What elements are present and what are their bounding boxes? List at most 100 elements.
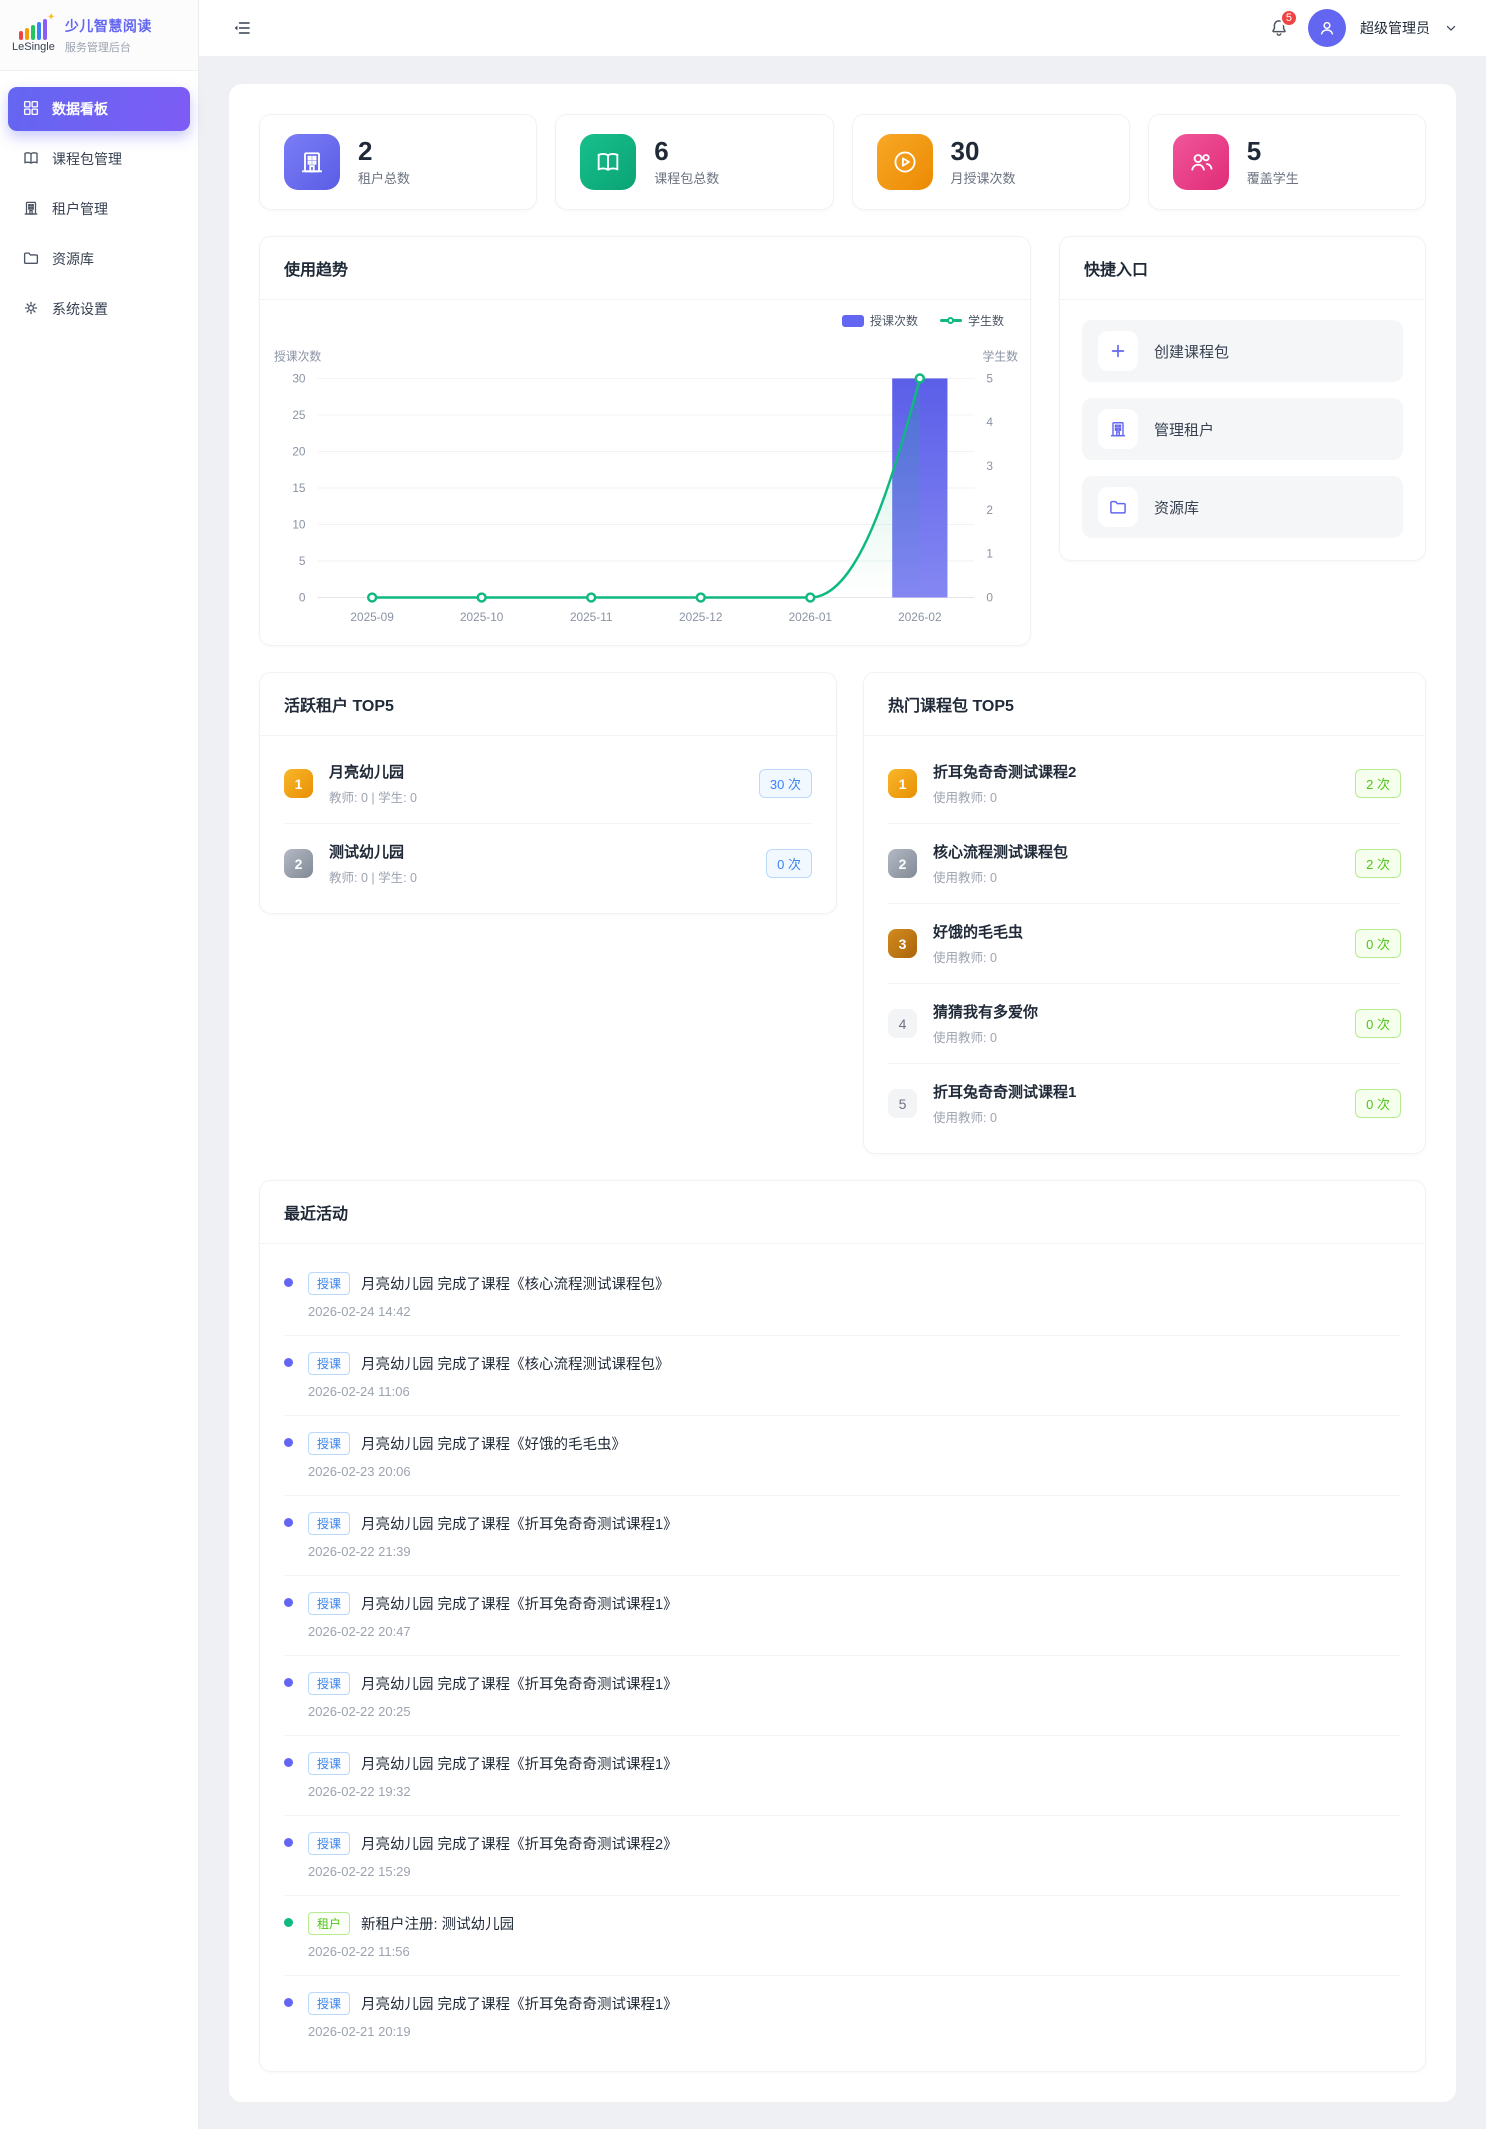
sidebar-item-dashboard[interactable]: 数据看板 [8,87,190,131]
activity-dot-icon [284,1278,293,1288]
row-trend-quick: 使用趋势 授课次数 学生数 0 5 10 15 20 25 30 0 1 2 3 4 5 授课次数 学生数 2… [259,236,1426,647]
sidebar-item-label: 租户管理 [52,201,108,217]
menu-fold-icon [234,22,250,34]
activity-tag: 授课 [308,1672,351,1696]
activity-tag: 授课 [308,1512,351,1536]
sidebar-item-resources[interactable]: 资源库 [8,237,190,281]
course-sub: 使用教师: 0 [933,951,997,966]
activity-time: 2026-02-24 14:42 [308,1304,411,1320]
activity-row: 授课 月亮幼儿园 完成了课程《折耳兔奇奇测试课程2》 2026-02-22 15:2… [284,1816,1401,1897]
dashboard-panel: 2 租户总数 6 课程包总数 30 月授课次数 [228,83,1457,2104]
stat-label: 租户总数 [358,171,411,187]
user-menu-chevron[interactable] [1444,21,1458,35]
course-row[interactable]: 5 折耳兔奇奇测试课程1 使用教师: 0 0 次 [888,1064,1401,1143]
quick-manage-tenants-button[interactable]: 管理租户 [1082,398,1403,460]
section-title: 快捷入口 [1060,237,1425,300]
stat-label: 月授课次数 [950,171,1016,187]
activity-text: 月亮幼儿园 完成了课程《核心流程测试课程包》 [361,1277,670,1294]
stat-label: 覆盖学生 [1246,171,1299,187]
section-title: 活跃租户 TOP5 [260,673,836,737]
svg-text:5: 5 [299,554,306,568]
activity-row: 授课 月亮幼儿园 完成了课程《核心流程测试课程包》 2026-02-24 14:42 [284,1256,1401,1337]
legend-item-bar[interactable]: 授课次数 [841,312,918,329]
activity-dot-icon [284,1998,293,2008]
rank-badge: 2 [284,849,313,879]
svg-text:授课次数: 授课次数 [274,350,321,364]
svg-text:2026-01: 2026-01 [789,610,832,624]
topbar-right: 5 超级管理员 [1264,9,1458,47]
tenant-sub: 教师: 0 | 学生: 0 [329,871,417,886]
activity-dot-icon [284,1598,293,1608]
activity-tag: 授课 [308,1592,351,1616]
activity-text: 月亮幼儿园 完成了课程《折耳兔奇奇测试课程1》 [361,1517,678,1534]
rank-badge: 4 [888,1009,917,1039]
app-subtitle: 服务管理后台 [64,41,131,54]
avatar[interactable] [1308,9,1346,47]
svg-text:10: 10 [292,517,306,531]
course-sub: 使用教师: 0 [933,791,997,806]
svg-text:学生数: 学生数 [983,350,1019,364]
user-icon [1320,21,1334,35]
svg-text:30: 30 [292,371,306,385]
activity-dot-icon [284,1838,293,1848]
rank-badge: 2 [888,849,917,879]
active-tenants-card: 活跃租户 TOP5 1 月亮幼儿园 教师: 0 | 学生: 0 30 次 2 测试… [259,672,837,915]
course-row[interactable]: 1 折耳兔奇奇测试课程2 使用教师: 0 2 次 [888,744,1401,825]
activity-time: 2026-02-22 20:25 [308,1704,411,1720]
rank-badge: 1 [888,769,917,799]
activity-dot-icon [284,1918,293,1928]
svg-text:2025-10: 2025-10 [460,610,504,624]
topbar: 5 超级管理员 [199,0,1486,57]
folder-icon [1098,487,1138,527]
usage-count-badge: 2 次 [1355,849,1401,879]
course-row[interactable]: 4 猜猜我有多爱你 使用教师: 0 0 次 [888,984,1401,1065]
tenant-row[interactable]: 1 月亮幼儿园 教师: 0 | 学生: 0 30 次 [284,744,812,825]
activity-row: 授课 月亮幼儿园 完成了课程《折耳兔奇奇测试课程1》 2026-02-22 20:4… [284,1576,1401,1657]
course-row[interactable]: 3 好饿的毛毛虫 使用教师: 0 0 次 [888,904,1401,985]
usage-count-badge: 2 次 [1355,769,1401,799]
content: 2 租户总数 6 课程包总数 30 月授课次数 [199,57,1486,2129]
svg-text:5: 5 [986,371,993,385]
activity-time: 2026-02-22 19:32 [308,1784,411,1800]
activity-time: 2026-02-22 11:56 [308,1944,410,1960]
tenant-row[interactable]: 2 测试幼儿园 教师: 0 | 学生: 0 0 次 [284,824,812,903]
sidebar-collapse-button[interactable] [227,13,257,43]
tenant-sub: 教师: 0 | 学生: 0 [329,791,417,806]
sidebar-item-tenants[interactable]: 租户管理 [8,187,190,231]
quick-create-course-button[interactable]: 创建课程包 [1082,320,1403,382]
activity-tag: 授课 [308,1432,351,1456]
rank-badge: 5 [888,1089,917,1119]
logo-bars-icon: ✦ LeSingle [12,12,55,53]
course-name: 折耳兔奇奇测试课程1 [933,1084,1077,1102]
row-top5: 活跃租户 TOP5 1 月亮幼儿园 教师: 0 | 学生: 0 30 次 2 测试… [259,672,1426,1155]
trend-chart: 0 5 10 15 20 25 30 0 1 2 3 4 5 授课次数 学生数 2025-09 2025-10 2… [260,329,1030,645]
svg-text:0: 0 [986,590,993,604]
sidebar-item-label: 课程包管理 [52,151,122,167]
activity-dot-icon [284,1518,293,1528]
usage-count-badge: 0 次 [1355,1089,1401,1119]
sidebar-item-settings[interactable]: 系统设置 [8,287,190,331]
activity-text: 月亮幼儿园 完成了课程《核心流程测试课程包》 [361,1357,670,1374]
activity-row: 租户 新租户注册: 测试幼儿园 2026-02-22 11:56 [284,1896,1401,1977]
course-row[interactable]: 2 核心流程测试课程包 使用教师: 0 2 次 [888,824,1401,905]
notification-count-badge: 5 [1279,9,1298,27]
activity-dot-icon [284,1438,293,1448]
stat-label: 课程包总数 [654,171,720,187]
sidebar: ✦ LeSingle 少儿智慧阅读 服务管理后台 数据看板 课程包管理 租户管理 [0,0,199,2129]
app-title: 少儿智慧阅读 [64,17,152,34]
spark-icon: ✦ [47,11,56,23]
users-icon [1172,134,1229,190]
quick-resources-button[interactable]: 资源库 [1082,476,1403,538]
course-name: 折耳兔奇奇测试课程2 [933,764,1077,782]
legend-item-line[interactable]: 学生数 [939,312,1004,329]
section-title: 热门课程包 TOP5 [864,673,1425,737]
svg-text:1: 1 [986,547,993,561]
rank-badge: 3 [888,929,917,959]
activity-tag: 授课 [308,1272,351,1296]
notification-bell-button[interactable]: 5 [1264,9,1298,43]
tenant-name: 测试幼儿园 [329,844,405,862]
sidebar-item-course-packages[interactable]: 课程包管理 [8,137,190,181]
quick-label: 管理租户 [1154,421,1215,439]
book-icon [580,134,637,190]
activity-row: 授课 月亮幼儿园 完成了课程《好饿的毛毛虫》 2026-02-23 20:06 [284,1416,1401,1497]
